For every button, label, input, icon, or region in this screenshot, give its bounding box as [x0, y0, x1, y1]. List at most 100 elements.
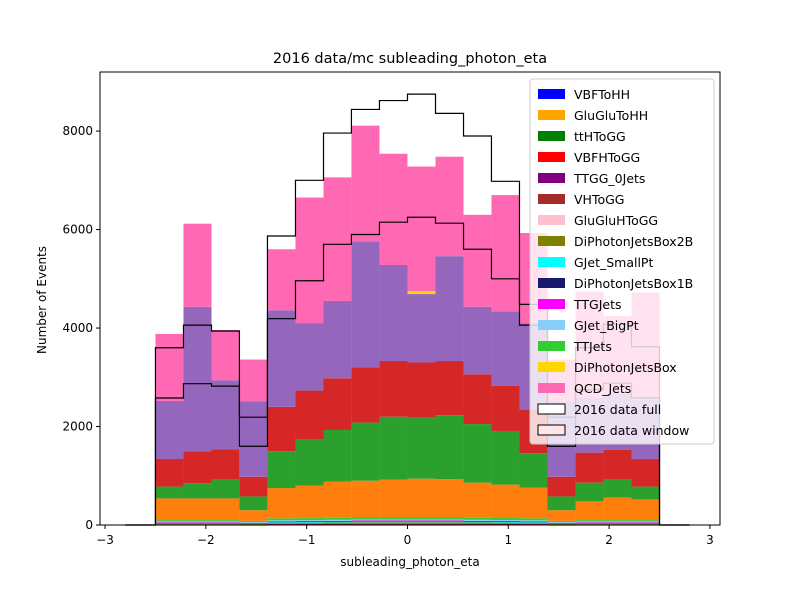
bar-gjet-bigpt-bin-5: [295, 520, 324, 522]
legend-swatch: [538, 278, 565, 288]
gluglutohh-layer-bin-2: [211, 498, 240, 521]
y-tick-label: 8000: [62, 124, 93, 138]
qcd-jets-layer-bin-6: [323, 177, 352, 301]
ttgg-0jets-layer-bin-11: [463, 306, 492, 375]
legend-swatch: [538, 194, 565, 204]
x-tick-label: −2: [197, 533, 215, 547]
bar-gjet-bigpt-bin-0: [155, 521, 184, 523]
vbfhtogg-layer-bin-3: [239, 476, 268, 497]
bar-ttgjets-bin-16: [603, 522, 632, 524]
vbfhtogg-layer-bin-6: [323, 378, 352, 430]
legend-label: GluGluHToGG: [574, 213, 658, 228]
bar-ttgjets-bin-15: [575, 522, 604, 524]
bar-ttgjets-bin-13: [519, 521, 548, 523]
axes-frame: [99, 71, 721, 526]
bar-ttgjets-bin-7: [351, 520, 380, 522]
diphotonjetsbox-marker: [407, 291, 436, 295]
vbfhtogg-layer-bin-5: [295, 390, 324, 440]
vbfhtogg-layer-bin-0: [155, 459, 184, 487]
bar-vhtogg-bin-11: [463, 523, 492, 525]
bar-ttjets-bin-10: [435, 517, 464, 520]
vbfhtogg-layer-bin-8: [379, 361, 408, 417]
bar-vhtogg-bin-9: [407, 523, 436, 524]
gluglutohh-layer-bin-11: [463, 482, 492, 518]
qcd-jets-layer-bin-1: [183, 223, 212, 307]
bar-gjet-bigpt-bin-6: [323, 519, 352, 521]
legend-label: QCD_Jets: [574, 381, 631, 396]
legend-label: VBFToHH: [574, 87, 630, 102]
bar-gjet-bigpt-bin-7: [351, 519, 380, 521]
qcd-jets-layer-bin-10: [435, 156, 464, 257]
bar-ttjets-bin-5: [295, 518, 324, 521]
bar-ttgjets-bin-4: [267, 521, 296, 523]
bar-gjet-smallpt-bin-8: [379, 521, 408, 523]
qcd-jets-layer-bin-7: [351, 125, 380, 242]
bar-ttgjets-bin-5: [295, 521, 324, 522]
qcd-jets-layer-bin-12: [491, 195, 520, 312]
legend-label: GJet_BigPt: [574, 318, 639, 333]
gluglutohh-layer-bin-8: [379, 479, 408, 518]
legend-swatch: [538, 236, 565, 246]
legend-swatch: [537, 403, 566, 415]
legend-box: [529, 78, 715, 445]
qcd-jets-layer-bin-8: [379, 153, 408, 266]
bar-ttjets-bin-8: [379, 517, 408, 520]
bar-ttjets-bin-11: [463, 517, 492, 520]
bar-ttgjets-bin-14: [547, 522, 576, 524]
tthtogg-layer-bin-4: [267, 451, 296, 489]
gluglutohh-layer-bin-3: [239, 510, 268, 521]
tthtogg-layer-bin-16: [603, 479, 632, 498]
y-tick-label: 6000: [62, 223, 93, 237]
legend-swatch: [538, 362, 565, 372]
bar-ttjets-bin-14: [547, 520, 576, 523]
x-axis-label: subleading_photon_eta: [340, 555, 479, 569]
bar-gjet-smallpt-bin-11: [463, 521, 492, 523]
qcd-jets-layer-bin-9: [407, 166, 436, 294]
gluglutohh-layer-bin-9: [407, 478, 436, 518]
bar-gjet-bigpt-bin-4: [267, 520, 296, 522]
bar-gjet-bigpt-bin-3: [239, 522, 268, 523]
vbfhtogg-layer-bin-14: [547, 476, 576, 497]
y-tick-label: 4000: [62, 321, 93, 335]
legend-label: DiPhotonJetsBox: [574, 360, 677, 375]
legend-label: GJet_SmallPt: [574, 255, 653, 270]
legend-swatch: [538, 152, 565, 162]
gluglutohh-layer-bin-7: [351, 480, 380, 518]
bar-diphotonjetsbox2b-bin-10: [435, 522, 464, 524]
vbfhtogg-layer-bin-15: [575, 452, 604, 483]
bar-gjet-bigpt-bin-13: [519, 520, 548, 522]
gluglutohh-layer-bin-12: [491, 484, 520, 519]
bar-diphotonjetsbox2b-bin-0: [155, 523, 184, 525]
legend-swatch: [538, 299, 565, 309]
qcd-jets-layer-bin-4: [267, 249, 296, 311]
y-tick-label: 2000: [62, 420, 93, 434]
bar-ttjets-bin-6: [323, 517, 352, 520]
bar-diphotonjetsbox2b-bin-2: [211, 523, 240, 525]
legend-swatch: [538, 383, 565, 393]
bar-ttjets-bin-4: [267, 518, 296, 521]
vbfhtogg-layer-bin-12: [491, 385, 520, 431]
bar-gjet-smallpt-bin-9: [407, 521, 436, 523]
bar-gjet-bigpt-bin-12: [491, 519, 520, 521]
bar-gjet-bigpt-bin-16: [603, 521, 632, 523]
bar-ttgjets-bin-9: [407, 520, 436, 522]
bar-ttgjets-bin-10: [435, 520, 464, 522]
qcd-jets-layer-bin-2: [211, 330, 240, 381]
bar-vhtogg-bin-13: [519, 523, 548, 525]
legend-swatch: [538, 215, 565, 225]
bar-gjet-bigpt-bin-14: [547, 522, 576, 523]
bar-diphotonjetsbox2b-bin-12: [491, 522, 520, 524]
legend-label: VHToGG: [574, 192, 624, 207]
bar-gjet-bigpt-bin-1: [183, 521, 212, 523]
bar-gjet-bigpt-bin-15: [575, 521, 604, 523]
legend-swatch: [538, 257, 565, 267]
legend-swatch: [538, 131, 565, 141]
x-tick-label: 1: [504, 533, 512, 547]
qcd-jets-layer-bin-0: [155, 333, 184, 401]
gluglutohh-layer-bin-5: [295, 485, 324, 519]
bar-ttjets-bin-15: [575, 520, 604, 522]
gluglutohh-layer-bin-0: [155, 498, 184, 521]
bar-diphotonjetsbox2b-bin-1: [183, 523, 212, 525]
vbfhtogg-layer-bin-11: [463, 374, 492, 425]
